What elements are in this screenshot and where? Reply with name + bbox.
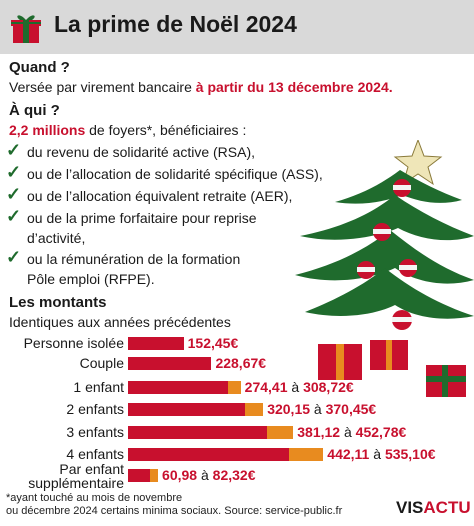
bar-min [128, 337, 184, 350]
footnote-line-2: ou décembre 2024 certains minima sociaux… [6, 505, 343, 517]
logo-part-1: VIS [396, 498, 424, 517]
logo-part-2: ACTU [423, 498, 471, 517]
bar-value: 60,98 à 82,32€ [162, 467, 255, 483]
bar-label: 1 enfant [73, 379, 124, 395]
bar-value-sep: à [340, 424, 356, 440]
christmas-tree-icon [295, 140, 474, 397]
check-icon: ✓ [6, 184, 22, 204]
bar-value-sep: à [310, 401, 326, 417]
qui-count-highlight: 2,2 millions [9, 122, 86, 138]
qui-count: 2,2 millions de foyers*, bénéficiaires : [9, 122, 246, 138]
bar-min [128, 381, 229, 394]
bar-value: 381,12 à 452,78€ [297, 424, 406, 440]
logo: VISACTU [396, 498, 471, 518]
montants-subtitle: Identiques aux années précédentes [9, 314, 231, 330]
bar-value-max: 82,32€ [212, 467, 256, 483]
bar-value-max: 370,45€ [325, 401, 377, 417]
bar-range [267, 426, 294, 439]
bar-value: 228,67€ [215, 355, 266, 371]
bar-range [228, 381, 241, 394]
bar-min [128, 469, 151, 482]
bar-range [244, 403, 264, 416]
list-item: du revenu de solidarité active (RSA), [27, 144, 255, 160]
section-title-qui: À qui ? [9, 102, 60, 119]
bar-value-max: 535,10€ [384, 446, 436, 462]
bar-label: Couple [79, 355, 124, 371]
star-icon [393, 140, 443, 186]
page-title: La prime de Noël 2024 [54, 11, 297, 37]
bar-label: 2 enfants [66, 401, 124, 417]
quand-text-plain: Versée par virement bancaire [9, 79, 196, 95]
check-icon: ✓ [6, 140, 22, 160]
list-item-continued: Pôle emploi (RFPE). [27, 271, 155, 287]
bar-label: Par enfant supplémentaire [4, 462, 124, 490]
bar-label: Personne isolée [23, 335, 124, 351]
bar-value-min: 320,15 [267, 401, 311, 417]
bar-label: 3 enfants [66, 424, 124, 440]
bar-min [128, 448, 290, 461]
header-bar [0, 0, 474, 54]
bar-value-max: 452,78€ [355, 424, 407, 440]
bar-value-min: 381,12 [297, 424, 341, 440]
check-icon: ✓ [6, 206, 22, 226]
bar-range [150, 469, 159, 482]
bar-value: 152,45€ [188, 335, 239, 351]
bar-min [128, 426, 268, 439]
bar-value-min: 274,41 [244, 379, 288, 395]
bar-min [128, 403, 245, 416]
list-item-continued: d’activité, [27, 230, 86, 246]
section-title-quand: Quand ? [9, 59, 70, 76]
bar-value: 442,11 à 535,10€ [327, 446, 435, 462]
list-item: ou la rémunération de la formation [27, 251, 241, 267]
bar-min [128, 357, 212, 370]
list-item: ou de la prime forfaitaire pour reprise [27, 210, 257, 226]
footnote-line-1: *ayant touché au mois de novembre [6, 492, 183, 504]
bar-value-max: 308,72€ [303, 379, 354, 395]
check-icon: ✓ [6, 247, 22, 267]
bar-value-sep: à [287, 379, 304, 395]
check-icon: ✓ [6, 162, 22, 182]
list-item: ou de l’allocation de solidarité spécifi… [27, 166, 323, 182]
gift-icon [11, 15, 41, 43]
gift-box-icon [318, 340, 466, 397]
bar-value: 320,15 à 370,45€ [267, 401, 376, 417]
list-item: ou de l’allocation équivalent retraite (… [27, 188, 293, 204]
bar-label: 4 enfants [66, 446, 124, 462]
bar-value-min: 228,67€ [215, 355, 267, 371]
bar-value-sep: à [369, 446, 385, 462]
bar-value-sep: à [197, 467, 213, 483]
bar-value-min: 152,45€ [187, 335, 239, 351]
quand-date: à partir du 13 décembre 2024. [195, 79, 393, 95]
bar-range [289, 448, 324, 461]
qui-count-rest: de foyers*, bénéficiaires : [85, 122, 247, 138]
bar-label-line: supplémentaire [28, 475, 124, 491]
bar-label-line: Par enfant [59, 461, 124, 477]
section-title-montants: Les montants [9, 294, 107, 311]
bar-value-min: 442,11 [327, 446, 370, 462]
bar-value: 274,41 à 308,72€ [245, 379, 354, 395]
quand-text: Versée par virement bancaire à partir du… [9, 79, 393, 95]
bar-value-min: 60,98 [162, 467, 198, 483]
